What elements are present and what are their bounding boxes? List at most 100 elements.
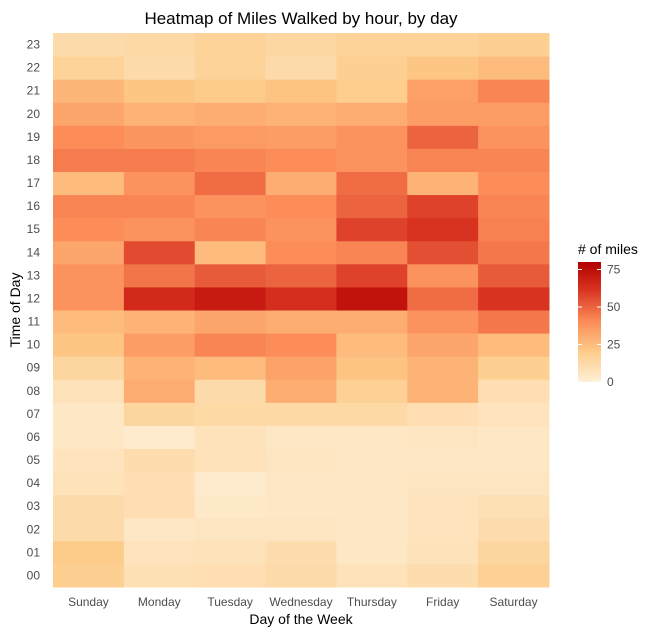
heatmap-cell <box>53 56 125 80</box>
heatmap-cell <box>407 333 479 357</box>
heatmap-cell <box>123 240 196 265</box>
heatmap-cell <box>123 379 196 403</box>
heatmap-cell <box>53 333 125 357</box>
heatmap-cell <box>53 494 125 519</box>
heatmap-cell <box>194 102 267 126</box>
heatmap-cell <box>336 33 408 57</box>
y-tick-label: 00 <box>27 568 41 582</box>
heatmap-cell <box>265 194 337 219</box>
heatmap-cell <box>265 448 337 473</box>
legend-tick-label: 0 <box>607 375 614 389</box>
chart-title: Heatmap of Miles Walked by hour, by day <box>144 9 458 28</box>
heatmap-cell <box>478 540 550 565</box>
heatmap-cell <box>407 563 479 588</box>
heatmap-cell <box>407 286 479 311</box>
heatmap-cell <box>478 494 550 519</box>
heatmap-cell <box>194 125 267 149</box>
y-tick-label: 19 <box>27 130 41 144</box>
heatmap-cell <box>53 194 125 219</box>
heatmap-cell <box>478 148 550 172</box>
y-axis-title: Time of Day <box>7 273 23 348</box>
heatmap-cell <box>407 425 479 449</box>
y-tick-labels: 00 01 02 03 04 05 06 07 08 09 10 11 12 13 14 15 16 17 18 19… <box>27 38 41 583</box>
heatmap-cell <box>265 471 337 496</box>
heatmap-cell <box>478 194 550 219</box>
y-tick-label: 15 <box>27 222 41 236</box>
heatmap-cell <box>407 356 479 380</box>
heatmap-cell <box>478 310 550 334</box>
heatmap-cell <box>407 194 479 219</box>
heatmap-cell <box>53 402 125 426</box>
heatmap-cell <box>53 425 125 449</box>
heatmap-cell <box>194 540 267 565</box>
heatmap-cell <box>53 356 125 380</box>
heatmap-cell <box>336 402 408 426</box>
heatmap-cell <box>407 56 479 80</box>
heatmap-cell <box>336 310 408 334</box>
y-tick-label: 03 <box>27 499 41 513</box>
heatmap-cell <box>407 402 479 426</box>
heatmap-cell <box>336 125 408 149</box>
heatmap-cell <box>407 79 479 103</box>
heatmap-cell <box>336 102 408 126</box>
heatmap-cell <box>194 286 267 311</box>
heatmap-cell <box>478 217 550 242</box>
heatmap-cell <box>265 263 337 288</box>
heatmap-cell <box>123 402 196 426</box>
heatmap-cell <box>336 471 408 496</box>
y-tick-label: 09 <box>27 361 41 375</box>
legend-colorbar <box>578 262 601 382</box>
heatmap-cell <box>265 540 337 565</box>
heatmap-cell <box>478 79 550 103</box>
heatmap-cell <box>123 33 196 57</box>
heatmap-cell <box>194 56 267 80</box>
legend-tick-label: 50 <box>607 300 621 314</box>
heatmap-cell <box>478 333 550 357</box>
heatmap-cell <box>407 148 479 172</box>
heatmap-cell <box>123 563 196 588</box>
heatmap-cell <box>336 56 408 80</box>
y-tick-label: 10 <box>27 338 41 352</box>
heatmap-cell <box>53 125 125 149</box>
y-tick-label: 04 <box>27 476 41 490</box>
heatmap-cell <box>53 102 125 126</box>
heatmap-cell <box>123 517 196 542</box>
heatmap-cell <box>194 563 267 588</box>
heatmap-cell <box>194 148 267 172</box>
heatmap-cell <box>194 263 267 288</box>
y-tick-label: 17 <box>27 176 41 190</box>
heatmap-cell <box>265 333 337 357</box>
heatmap-cell <box>265 310 337 334</box>
heatmap-cell <box>194 217 267 242</box>
y-tick-label: 14 <box>27 245 41 259</box>
heatmap-cell <box>53 448 125 473</box>
heatmap-cell <box>407 448 479 473</box>
heatmap-cell <box>478 448 550 473</box>
heatmap-cell <box>194 33 267 57</box>
y-tick-label: 02 <box>27 522 41 536</box>
heatmap-cell <box>336 540 408 565</box>
heatmap-cell <box>123 171 196 196</box>
heatmap-cell <box>123 102 196 126</box>
legend-ticks: 0 25 50 75 <box>578 263 621 389</box>
heatmap-cell <box>336 494 408 519</box>
heatmap-cell <box>336 194 408 219</box>
x-tick-label: Monday <box>138 595 181 609</box>
heatmap-cell <box>336 148 408 172</box>
heatmap-cell <box>194 379 267 403</box>
x-tick-label: Friday <box>426 595 459 609</box>
heatmap-cell <box>407 125 479 149</box>
heatmap-cell <box>265 33 337 57</box>
heatmap-cell <box>194 310 267 334</box>
x-tick-label: Tuesday <box>207 595 253 609</box>
x-tick-labels: Sunday Monday Tuesday Wednesday Thursday Frid… <box>68 595 538 609</box>
heatmap-cell <box>407 33 479 57</box>
heatmap-cell <box>123 286 196 311</box>
heatmap-cell <box>478 240 550 265</box>
heatmap-cell <box>478 33 550 57</box>
heatmap-cell <box>336 263 408 288</box>
heatmap-cell <box>194 402 267 426</box>
heatmap-cell <box>53 471 125 496</box>
heatmap-cell <box>123 79 196 103</box>
heatmap-cell <box>336 286 408 311</box>
